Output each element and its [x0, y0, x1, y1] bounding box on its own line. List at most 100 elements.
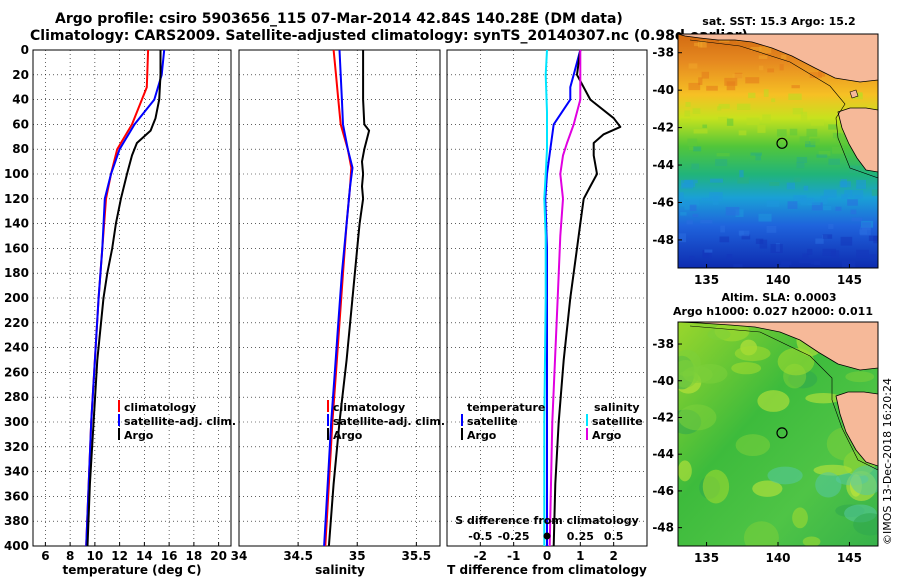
difference-series — [543, 49, 622, 547]
sst-texture-cell — [758, 55, 768, 59]
sst-texture-cell — [698, 77, 703, 85]
depth-tick-label: 320 — [4, 440, 29, 454]
argo-float-marker — [776, 137, 788, 149]
sst-map: sat. SST: 15.3 Argo: 15.2 -38 -40 -42 -44 -4… — [652, 15, 879, 287]
map-lat-label: -46 — [652, 484, 674, 498]
sst-texture-cell — [779, 64, 784, 71]
sst-texture-cell — [809, 72, 822, 78]
sst-texture-cell — [733, 264, 743, 268]
sst-texture-cell — [840, 236, 853, 246]
depth-tick-label: 140 — [4, 217, 29, 231]
sla-texture-blob — [707, 328, 731, 341]
mainland-land — [678, 322, 878, 371]
sst-texture-cell — [755, 238, 764, 245]
sla-texture-blob — [752, 480, 783, 497]
salinity-legend: climatology satellite-adj. clim. Argo — [327, 400, 445, 442]
sst-texture-cell — [700, 219, 713, 224]
zero-marker-dot — [543, 532, 551, 540]
depth-tick-label: 100 — [4, 167, 29, 181]
sst-texture-cell — [770, 244, 783, 253]
map-lat-label: -48 — [652, 521, 674, 535]
sst-texture-cell — [828, 223, 834, 229]
sst-texture-cell — [792, 108, 804, 115]
sla-texture-blob — [767, 466, 803, 485]
sst-texture-cell — [692, 213, 699, 218]
legend-label-climatology: climatology — [124, 401, 196, 414]
sst-texture-cell — [750, 152, 762, 156]
depth-tick-label: 120 — [4, 192, 29, 206]
legend-swatch-satellite — [327, 414, 329, 426]
sst-texture-cell — [746, 117, 760, 125]
sla-texture-blob — [802, 536, 821, 546]
sst-texture-cell — [810, 138, 816, 143]
legend-swatch-climatology — [327, 400, 329, 412]
temperature-series — [85, 49, 166, 547]
x-tick-label: 35.5 — [402, 549, 432, 563]
x-tick-label: 14 — [136, 549, 153, 563]
sst-texture-cell — [679, 192, 684, 200]
sst-texture-cell — [798, 259, 811, 264]
temperature-panel: 0 20 40 60 80 100 120 140 160 180 200 220 240 260 280 3… — [4, 43, 236, 577]
sst-texture-cell — [828, 124, 838, 130]
mainland-land — [678, 34, 878, 83]
series-line-satellite-adj-clim- — [85, 49, 166, 547]
sst-texture-cell — [738, 130, 747, 136]
legend-label-satellite: satellite-adj. clim. — [333, 415, 445, 428]
sst-texture-cell — [693, 146, 702, 152]
sst-texture-cell — [789, 128, 798, 136]
sst-texture-cell — [757, 125, 766, 133]
tasmania-land — [837, 107, 878, 173]
sst-texture-cell — [726, 254, 733, 260]
sla-field — [678, 322, 878, 546]
legend-swatch-t-argo — [461, 428, 463, 440]
x-tick-label: 6 — [41, 549, 49, 563]
salinity-xlabel: salinity — [315, 563, 365, 577]
sst-texture-cell — [832, 146, 844, 154]
sst-texture-cell — [844, 189, 853, 198]
sst-texture-cell — [800, 197, 815, 206]
sst-texture-cell — [873, 235, 878, 244]
sst-texture-cell — [687, 138, 698, 147]
legend-title-salinity: salinity — [594, 401, 640, 414]
sst-texture-cell — [701, 197, 712, 201]
depth-tick-label: 400 — [4, 539, 29, 553]
sst-texture-cell — [771, 98, 776, 103]
depth-tick-label: 380 — [4, 514, 29, 528]
sst-texture-cell — [781, 261, 792, 265]
sst-texture-cell — [717, 106, 722, 111]
s-difference-tick-labels: -0.5 -0.25 0.25 0.5 — [468, 530, 623, 543]
sst-texture-cell — [806, 128, 818, 137]
sst-texture-cell — [769, 181, 780, 186]
sst-map-ticks: -38 -40 -42 -44 -46 -48 135 140 145 — [652, 46, 862, 287]
sst-texture-cell — [786, 182, 796, 190]
sst-texture-cell — [750, 46, 762, 51]
sst-texture-cell — [693, 129, 708, 134]
sst-texture-cell — [715, 159, 728, 167]
map-lon-label: 135 — [694, 551, 719, 565]
map-lon-label: 140 — [765, 551, 790, 565]
sst-texture-cell — [759, 46, 772, 54]
sst-texture-cell — [688, 146, 694, 151]
sst-texture-cell — [815, 238, 824, 244]
series-line-t-argo — [552, 49, 622, 547]
sst-texture-cell — [794, 177, 801, 182]
sst-texture-cell — [724, 77, 738, 86]
sst-texture-cell — [710, 178, 723, 183]
sst-texture-cell — [688, 63, 698, 69]
sst-texture-cell — [849, 165, 861, 174]
x-tick-label: 0 — [543, 549, 551, 563]
depth-tick-label: 360 — [4, 489, 29, 503]
sst-texture-cell — [706, 85, 718, 91]
temperature-xlabel: temperature (deg C) — [63, 563, 202, 577]
temperature-tick-labels: 6 8 10 12 14 16 18 20 — [41, 542, 227, 563]
sst-texture-cell — [702, 250, 709, 258]
sst-texture-cell — [680, 212, 687, 216]
sla-map-title: Altim. SLA: 0.0003 — [721, 291, 836, 304]
sla-texture-blob — [777, 347, 815, 376]
legend-label-t-satellite: satellite — [467, 415, 518, 428]
map-lon-label: 140 — [765, 273, 790, 287]
sst-texture-cell — [766, 225, 777, 233]
sst-texture-cell — [694, 42, 700, 47]
series-line-s-satellite — [543, 49, 548, 546]
sla-texture-blob — [815, 472, 842, 498]
